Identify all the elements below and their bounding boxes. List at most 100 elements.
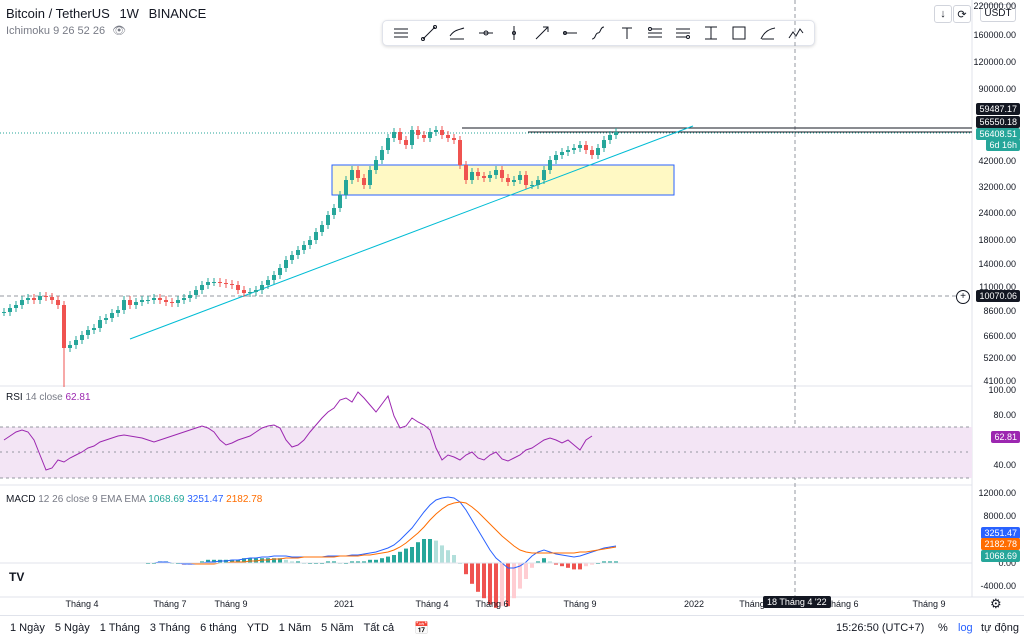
path-icon[interactable]: [587, 23, 609, 43]
candle-body: [434, 130, 438, 132]
candle-body: [578, 145, 582, 148]
time-tick-label: Tháng 7: [153, 599, 187, 609]
price-tick-label: 42000.00: [978, 156, 1016, 166]
auto-toggle[interactable]: tự động: [981, 622, 1019, 634]
candle-body: [614, 132, 618, 135]
macd-legend[interactable]: MACD 12 26 close 9 EMA EMA 1068.69 3251.…: [6, 494, 262, 505]
macd-histogram-bar: [602, 561, 606, 563]
candle-body: [98, 320, 102, 328]
download-button[interactable]: ↓: [934, 5, 952, 23]
candle-body: [32, 298, 36, 300]
horizontal-ray-icon[interactable]: [475, 23, 497, 43]
candle-body: [122, 300, 126, 310]
macd-histogram-bar: [206, 559, 210, 563]
vertical-line-icon[interactable]: [503, 23, 525, 43]
candle-body: [164, 300, 168, 302]
candle-body: [134, 302, 138, 305]
candle-body: [386, 138, 390, 150]
timeframe-button[interactable]: 1 Ngày: [10, 622, 45, 634]
parallel-channel-icon[interactable]: [446, 23, 468, 43]
timeframe-button[interactable]: 1 Tháng: [99, 622, 140, 634]
rsi-tick-label: 40.00: [993, 460, 1016, 470]
macd-histogram-bar: [368, 559, 372, 563]
timeframe-button[interactable]: Tất cả: [363, 622, 395, 634]
candle-body: [140, 300, 144, 302]
candle-body: [152, 298, 156, 300]
candle-body: [128, 300, 132, 305]
symbol-interval[interactable]: 1W: [119, 6, 139, 21]
macd-signal-value: 2182.78: [226, 494, 263, 505]
add-alert-icon[interactable]: +: [956, 290, 970, 304]
log-toggle[interactable]: log: [958, 622, 973, 634]
rsi-legend[interactable]: RSI 14 close 62.81: [6, 392, 91, 403]
candle-body: [488, 175, 492, 178]
fib-icon[interactable]: [644, 23, 666, 43]
chart-canvas[interactable]: TV: [0, 0, 1024, 615]
candle-body: [230, 284, 234, 285]
price-badge-high: 59487.17: [976, 103, 1020, 115]
horizontal-lines-icon[interactable]: [390, 23, 412, 43]
elliott-wave-icon[interactable]: [785, 23, 807, 43]
symbol-exchange: BINANCE: [148, 6, 207, 21]
candle-body: [68, 345, 72, 348]
macd-histogram-bar: [476, 563, 480, 592]
macd-histogram-bar: [548, 561, 552, 563]
price-tick-label: 8600.00: [983, 306, 1016, 316]
timeframe-button[interactable]: YTD: [246, 622, 269, 634]
candle-body: [602, 140, 606, 148]
brush-icon[interactable]: [757, 23, 779, 43]
ichimoku-legend[interactable]: Ichimoku 9 26 52 26 👁: [6, 24, 126, 37]
timeframe-button[interactable]: 5 Năm: [321, 622, 354, 634]
currency-badge[interactable]: USDT: [980, 4, 1016, 22]
refresh-button[interactable]: ⟳: [953, 5, 971, 23]
candle-body: [86, 330, 90, 335]
candle-body: [344, 180, 348, 195]
macd-histogram-bar: [212, 559, 216, 563]
candle-body: [242, 290, 246, 293]
eye-hidden-icon[interactable]: 👁: [112, 25, 127, 37]
macd-tick-label: 8000.00: [983, 511, 1016, 521]
fib-ext-icon[interactable]: [672, 23, 694, 43]
date-range-icon[interactable]: 📅: [414, 621, 430, 635]
candle-body: [512, 180, 516, 182]
crosshair-date-badge: 18 Tháng 4 '22: [763, 596, 831, 608]
macd-histogram-bar: [554, 563, 558, 565]
horizontal-line-icon[interactable]: [559, 23, 581, 43]
macd-histogram-bar: [614, 561, 618, 563]
macd-histogram-bar: [494, 563, 498, 608]
symbol-name[interactable]: Bitcoin / TetherUS: [6, 6, 110, 21]
timeframe-button[interactable]: 6 tháng: [200, 622, 237, 634]
candle-body: [50, 297, 54, 300]
rectangle-icon[interactable]: [728, 23, 750, 43]
ichimoku-label: Ichimoku 9 26 52 26: [6, 25, 106, 37]
macd-histogram-bar: [416, 542, 420, 563]
candle-body: [158, 298, 162, 300]
time-tick-label: Tháng 6: [825, 599, 859, 609]
clock-display[interactable]: 15:26:50 (UTC+7): [836, 622, 925, 634]
time-tick-label: Tháng 9: [912, 599, 946, 609]
macd-histogram-bar: [356, 561, 360, 563]
macd-histogram-bar: [506, 563, 510, 607]
macd-histogram-bar: [200, 561, 204, 563]
percent-toggle[interactable]: %: [938, 622, 948, 634]
candle-body: [326, 215, 330, 225]
arrow-icon[interactable]: [531, 23, 553, 43]
timeframe-button[interactable]: 5 Ngày: [54, 622, 90, 634]
macd-histogram-bar: [500, 563, 504, 607]
candle-body: [272, 275, 276, 280]
anchored-icon[interactable]: [700, 23, 722, 43]
macd-histogram-bar: [392, 555, 396, 563]
time-tick-label: Tháng 6: [475, 599, 509, 609]
trend-line-icon[interactable]: [418, 23, 440, 43]
macd-histogram-bar: [518, 563, 522, 589]
candle-body: [500, 170, 504, 178]
price-badge-line2: 56550.18: [976, 116, 1020, 128]
text-icon[interactable]: [616, 23, 638, 43]
candle-body: [320, 225, 324, 232]
candle-body: [554, 155, 558, 160]
macd-histogram-bar: [578, 563, 582, 570]
timeframe-button[interactable]: 1 Năm: [278, 622, 312, 634]
settings-gear-icon[interactable]: ⚙: [990, 596, 1002, 611]
candle-body: [104, 318, 108, 320]
timeframe-button[interactable]: 3 Tháng: [149, 622, 191, 634]
